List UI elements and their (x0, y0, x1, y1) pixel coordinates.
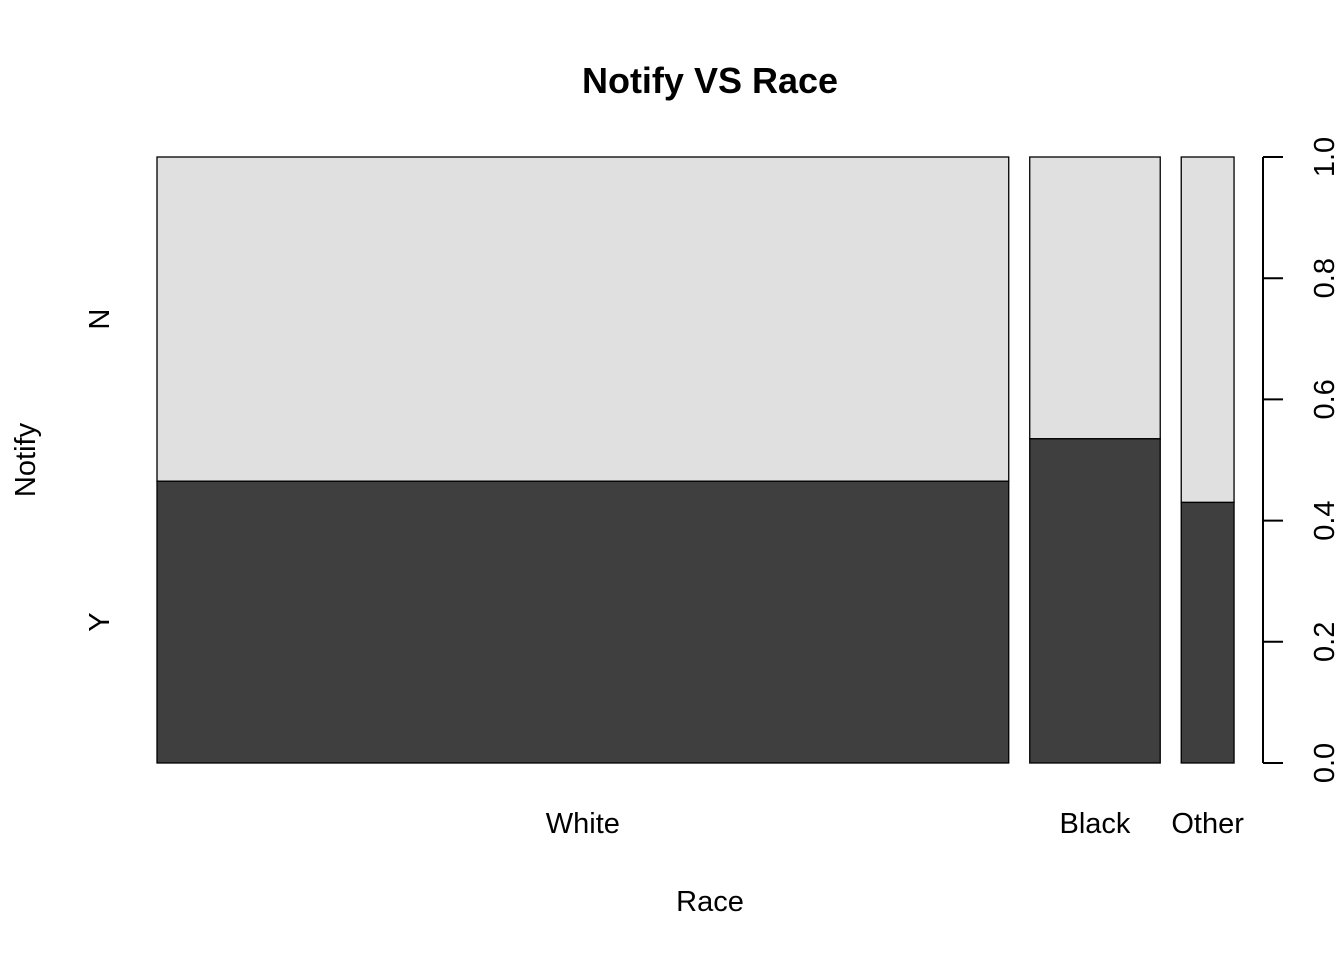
y-level-label-n: N (84, 309, 116, 330)
bar-white-y (156, 480, 1010, 764)
x-tick-label-black: Black (1060, 808, 1131, 840)
x-tick-label-white: White (546, 808, 620, 840)
bar-other-n (1180, 156, 1235, 504)
x-axis-label: Race (676, 886, 744, 918)
y-level-labels: NY (84, 309, 116, 632)
chart-title: Notify VS Race (582, 60, 838, 101)
right-axis: 0.0 0.2 0.4 0.6 0.8 1.0 (1262, 137, 1341, 783)
bar-white-n (156, 156, 1010, 482)
right-axis-tick-label: 0.6 (1309, 379, 1341, 419)
right-axis-tick-label: 0.4 (1309, 500, 1341, 540)
bars-group (156, 156, 1235, 764)
right-axis-tick-label: 0.2 (1309, 622, 1341, 662)
y-axis-label: Notify (10, 422, 42, 497)
y-level-label-y: Y (84, 612, 116, 631)
right-axis-tick-label: 1.0 (1309, 137, 1341, 177)
right-axis-tick-label: 0.8 (1309, 258, 1341, 298)
bar-black-y (1029, 438, 1161, 764)
x-tick-label-other: Other (1171, 808, 1244, 840)
bar-black-n (1029, 156, 1161, 440)
x-tick-labels: White Black Other (546, 808, 1244, 840)
right-axis-tick-label: 0.0 (1309, 743, 1341, 783)
bar-other-y (1180, 501, 1235, 764)
